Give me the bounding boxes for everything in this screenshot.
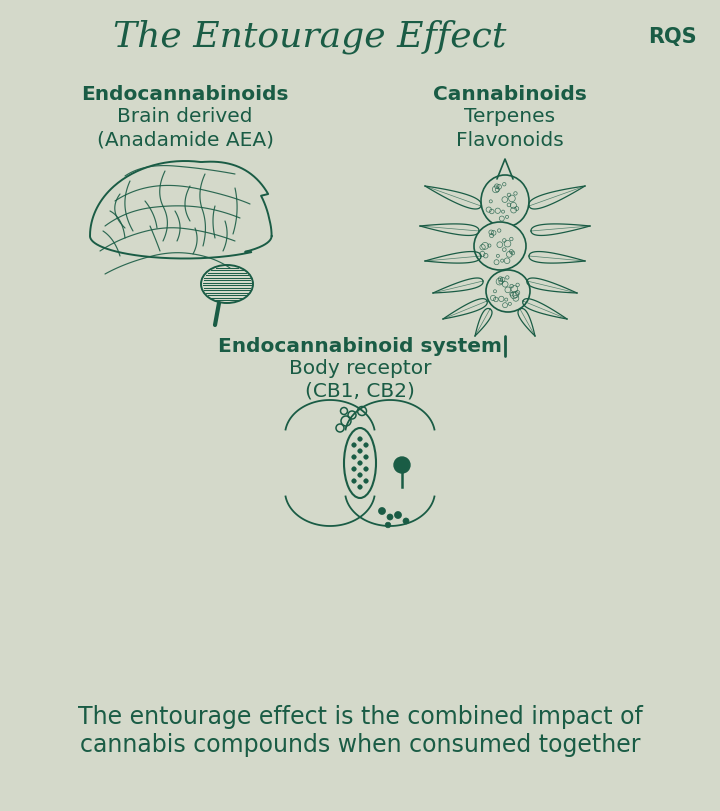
Circle shape <box>358 461 362 466</box>
Circle shape <box>403 518 409 525</box>
Text: (Anadamide AEA): (Anadamide AEA) <box>96 131 274 149</box>
Ellipse shape <box>481 176 529 228</box>
Circle shape <box>352 444 356 448</box>
Text: Endocannabinoid system: Endocannabinoid system <box>218 337 502 356</box>
Circle shape <box>358 437 362 442</box>
Ellipse shape <box>201 266 253 303</box>
Text: RQS: RQS <box>648 27 696 47</box>
Text: The Entourage Effect: The Entourage Effect <box>113 19 507 54</box>
Circle shape <box>352 467 356 472</box>
Circle shape <box>352 455 356 460</box>
Circle shape <box>352 479 356 483</box>
Text: (CB1, CB2): (CB1, CB2) <box>305 381 415 400</box>
Text: Endocannabinoids: Endocannabinoids <box>81 84 289 103</box>
Circle shape <box>395 512 402 519</box>
Text: Terpenes: Terpenes <box>464 107 556 127</box>
Text: The entourage effect is the combined impact of: The entourage effect is the combined imp… <box>78 704 642 728</box>
Circle shape <box>364 455 368 460</box>
Circle shape <box>364 467 368 472</box>
Text: Flavonoids: Flavonoids <box>456 131 564 149</box>
Text: Body receptor: Body receptor <box>289 359 431 378</box>
Text: Brain derived: Brain derived <box>117 107 253 127</box>
Circle shape <box>387 514 393 521</box>
Ellipse shape <box>344 428 376 499</box>
Ellipse shape <box>474 223 526 271</box>
Ellipse shape <box>486 271 530 312</box>
Circle shape <box>358 449 362 453</box>
Circle shape <box>364 444 368 448</box>
Text: cannabis compounds when consumed together: cannabis compounds when consumed togethe… <box>80 732 640 756</box>
Circle shape <box>394 457 410 474</box>
Circle shape <box>358 473 362 478</box>
Circle shape <box>364 479 368 483</box>
Circle shape <box>385 522 391 528</box>
Circle shape <box>379 508 385 515</box>
Circle shape <box>358 485 362 490</box>
Text: Cannabinoids: Cannabinoids <box>433 84 587 103</box>
